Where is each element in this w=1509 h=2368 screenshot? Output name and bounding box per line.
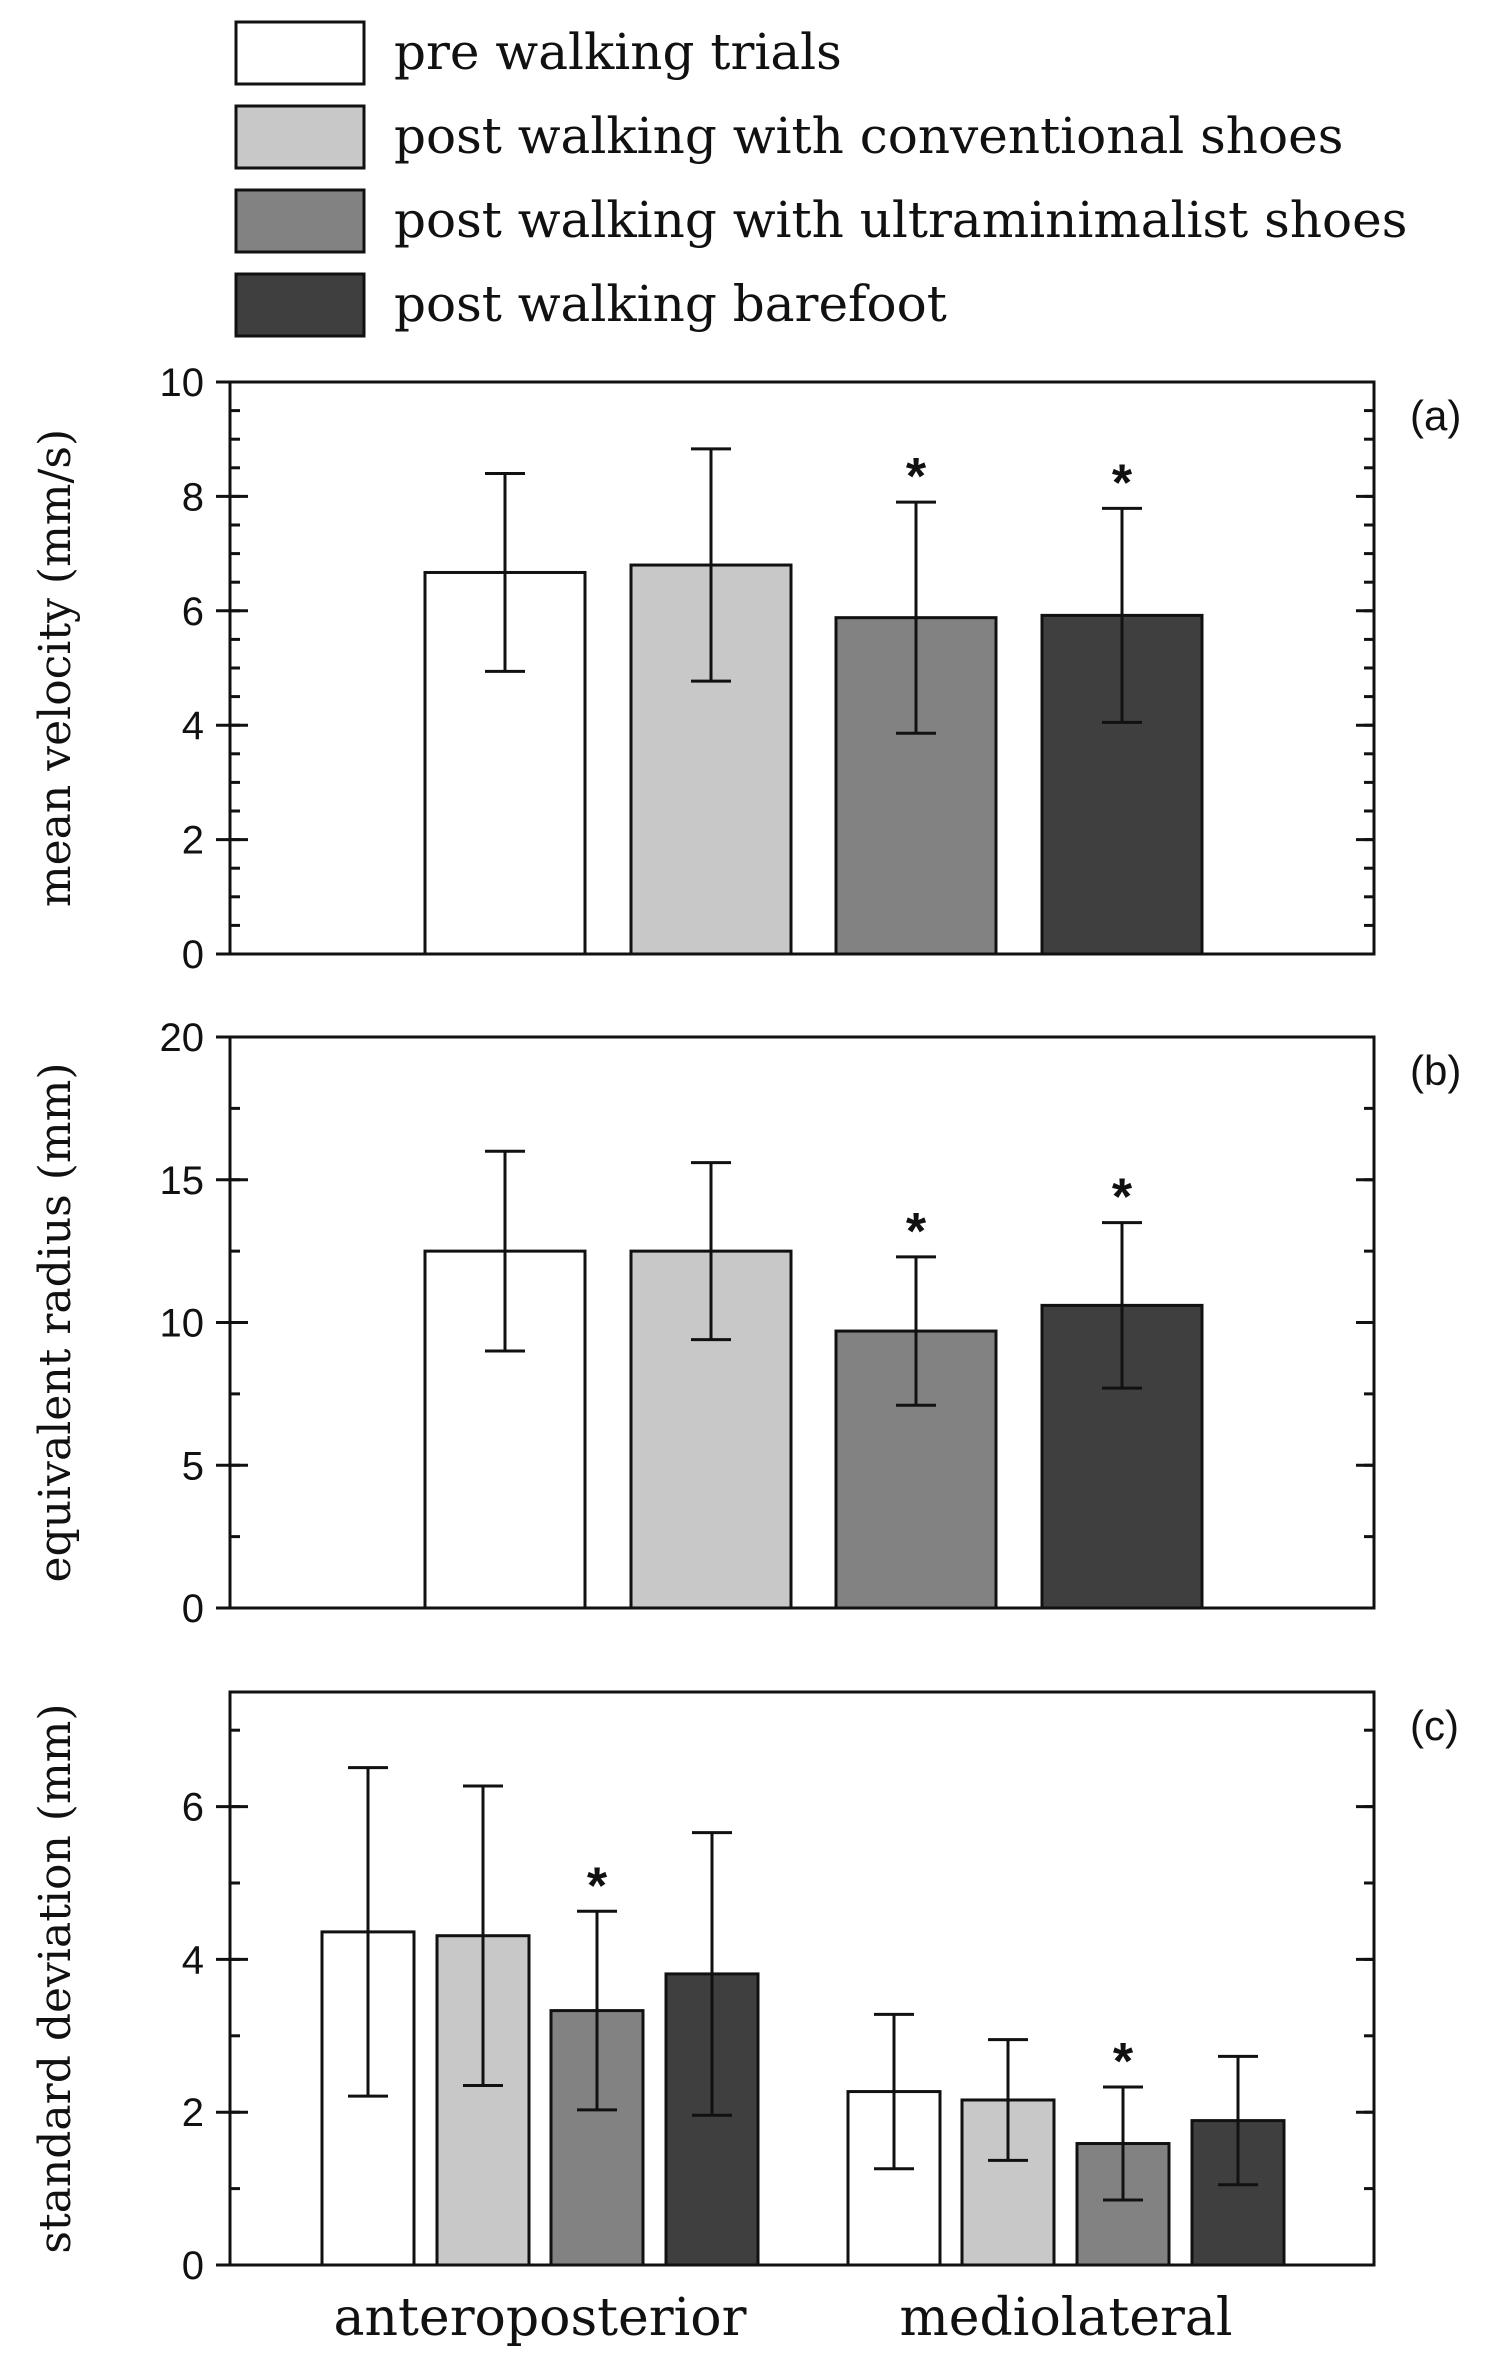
panel-tag: (a) — [1410, 392, 1461, 439]
y-tick-label: 0 — [182, 933, 204, 977]
plot-frame — [228, 1690, 1376, 2267]
legend-label: post walking with ultraminimalist shoes — [394, 191, 1407, 249]
category-label: mediolateral — [899, 2288, 1232, 2348]
y-tick-label: 10 — [160, 1302, 205, 1346]
significance-marker: * — [1112, 1169, 1133, 1227]
legend-swatch — [234, 272, 366, 338]
bar — [1190, 2119, 1286, 2267]
significance-marker: * — [1112, 454, 1133, 512]
panel-tag: (b) — [1410, 1047, 1461, 1094]
y-tick-label: 20 — [160, 1016, 205, 1060]
y-tick-label: 0 — [182, 1587, 204, 1631]
y-axis-label: mean velocity (mm/s) — [30, 429, 81, 907]
significance-marker: * — [906, 1203, 927, 1261]
legend-label: post walking with conventional shoes — [394, 107, 1343, 165]
legend-swatch — [234, 188, 366, 254]
y-axis-label: equivalent radius (mm) — [30, 1062, 81, 1582]
panel-2: 0 5 10 15 20 equivalent radius (mm) (b) * * — [30, 1016, 1461, 1631]
y-axis-label: standard deviation (mm) — [30, 1703, 81, 2253]
legend-label: post walking barefoot — [394, 275, 947, 333]
y-tick-label: 4 — [182, 704, 204, 748]
legend: pre walking trials post walking with conv… — [234, 20, 1407, 338]
category-label: anteroposterior — [334, 2288, 747, 2348]
panel-1: 0 2 4 6 8 10 mean velocity (mm/s) (a) * * — [30, 361, 1461, 977]
y-tick-label: 8 — [182, 475, 204, 519]
significance-marker: * — [587, 1857, 608, 1915]
legend-swatch — [234, 20, 366, 86]
y-tick-label: 15 — [160, 1159, 205, 1203]
legend-swatch — [234, 104, 366, 170]
y-tick-label: 2 — [182, 2091, 204, 2135]
y-tick-label: 4 — [182, 1938, 204, 1982]
significance-marker: * — [906, 448, 927, 506]
legend-item: pre walking trials — [234, 20, 842, 86]
legend-item: post walking with ultraminimalist shoes — [234, 188, 1407, 254]
y-tick-label: 2 — [182, 819, 204, 863]
y-tick-label: 6 — [182, 590, 204, 634]
bar — [1075, 2142, 1171, 2267]
y-tick-label: 6 — [182, 1786, 204, 1830]
panel-tag: (c) — [1410, 1702, 1459, 1749]
significance-marker: * — [1113, 2033, 1134, 2091]
legend-item: post walking with conventional shoes — [234, 104, 1343, 170]
y-tick-label: 10 — [160, 361, 205, 405]
panel-3: 0 2 4 6 standard deviation (mm) (c) * anteropos… — [30, 1690, 1459, 2348]
y-tick-label: 5 — [182, 1444, 204, 1488]
legend-label: pre walking trials — [394, 23, 842, 81]
y-tick-label: 0 — [182, 2244, 204, 2288]
legend-item: post walking barefoot — [234, 272, 947, 338]
